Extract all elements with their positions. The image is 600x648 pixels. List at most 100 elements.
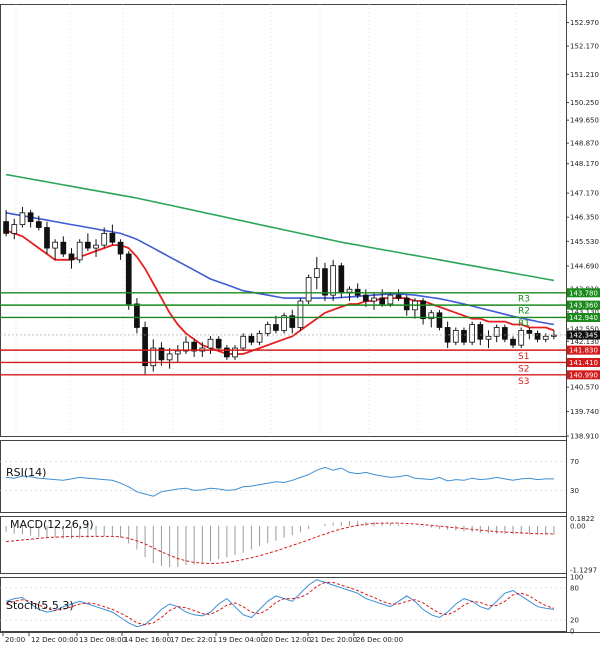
candle-body [551, 334, 557, 337]
x-tick-label: 13 Dec 08:00 [79, 636, 126, 644]
candle-body [518, 330, 525, 346]
y-tick-label: 150.250 [570, 99, 599, 107]
candle-body [158, 347, 165, 361]
level-price-label: 141.830 [569, 347, 598, 355]
candle-body [313, 268, 320, 278]
rsi-panel-frame [0, 440, 567, 513]
macd-signal-line [6, 522, 554, 565]
candle-body [256, 332, 263, 343]
stoch-label: Stoch(5,5,3) [6, 599, 74, 612]
candle-body [93, 244, 99, 249]
candle-body [420, 300, 426, 320]
candle-body [109, 232, 116, 243]
candle-body [322, 268, 328, 296]
candle-body [281, 315, 287, 331]
stoch-k-line [5, 579, 554, 628]
rsi-tick-label: 30 [570, 487, 579, 495]
current-price-label: 142.345 [569, 331, 598, 339]
macd-label: MACD(12,26,9) [10, 518, 94, 531]
level-price-box [567, 288, 600, 298]
candle-body [501, 327, 508, 340]
y-tick-label: 152.970 [570, 19, 599, 27]
y-tick-label: 144.690 [570, 263, 599, 271]
candle-body [305, 277, 312, 302]
level-name-label: R2 [518, 307, 530, 317]
candle-body [166, 353, 173, 361]
candle-body [19, 212, 26, 225]
x-tick-label: 20 Dec 12:00 [264, 636, 311, 644]
level-name-label: S3 [518, 377, 529, 387]
candle-body [134, 303, 140, 328]
candle-body [493, 327, 500, 337]
candle-body [297, 300, 304, 328]
candle-body [11, 224, 18, 234]
candle-body [117, 241, 124, 255]
candle-body [330, 265, 337, 296]
candle-body [379, 297, 386, 305]
rsi-tick-label: 70 [570, 458, 579, 466]
macd-tick-label: 0.00 [570, 522, 586, 530]
level-price-label: 143.360 [569, 302, 598, 310]
level-name-label: S1 [518, 352, 529, 362]
candle-body [232, 347, 238, 358]
candle-body [52, 241, 59, 249]
level-name-label: S2 [518, 364, 529, 374]
candle-body [534, 332, 541, 340]
candle-body [191, 341, 198, 352]
x-tick-label: 14 Dec 16:00 [124, 636, 171, 644]
stoch-tick-label: 80 [570, 584, 579, 592]
y-tick-label: 148.170 [570, 160, 599, 168]
moving-average-mid [5, 212, 555, 326]
level-price-box [567, 370, 600, 380]
moving-average-slow [5, 173, 555, 282]
stoch-tick-label: 100 [570, 574, 583, 582]
level-price-box [567, 345, 600, 355]
candle-body [264, 324, 271, 334]
candle-body [387, 294, 394, 305]
y-tick-label: 146.350 [570, 214, 599, 222]
candle-body [362, 294, 369, 302]
level-price-box [567, 312, 600, 322]
candle-body [485, 335, 492, 340]
y-tick-label: 140.570 [570, 384, 599, 392]
macd-tick-label: -1.1297 [570, 567, 597, 575]
y-tick-label: 152.170 [570, 43, 599, 51]
candle-body [35, 221, 42, 228]
candle-body [461, 330, 467, 343]
stoch-tick-label: 0 [570, 628, 574, 636]
main-panel-frame [0, 4, 567, 437]
y-tick-label: 145.530 [570, 238, 599, 246]
x-tick-label: 12 Dec 00:00 [31, 636, 78, 644]
rsi-label: RSI(14) [6, 466, 46, 479]
rsi-line [6, 466, 554, 497]
x-tick-label: 17 Dec 22:01 [170, 636, 217, 644]
y-tick-label: 142.130 [570, 338, 599, 346]
candle-body [223, 347, 230, 358]
candle-body [289, 315, 296, 328]
candle-body [240, 335, 247, 349]
level-price-label: 143.780 [569, 289, 598, 297]
candle-body [142, 327, 148, 367]
level-price-label: 141.410 [569, 359, 598, 367]
level-price-label: 142.940 [569, 314, 598, 322]
candle-body [101, 232, 108, 246]
y-tick-label: 149.650 [570, 117, 599, 125]
level-price-box [567, 357, 600, 367]
candle-body [60, 241, 67, 255]
candle-body [3, 221, 9, 234]
y-tick-label: 151.210 [570, 71, 599, 79]
x-tick-label: 19 Dec 04:00 [218, 636, 265, 644]
candle-body [395, 294, 402, 299]
stoch-panel-frame [0, 577, 567, 632]
x-tick-label: 26 Dec 00:00 [356, 636, 403, 644]
y-tick-label: 142.550 [570, 325, 599, 333]
candle-body [68, 253, 75, 261]
macd-tick-label: 0.1822 [570, 515, 595, 523]
candle-body [27, 212, 34, 223]
candle-body [207, 338, 214, 349]
x-tick-label: 20:00 [5, 636, 25, 644]
candle-body [428, 312, 435, 320]
candle-body [215, 338, 222, 349]
level-price-box [567, 300, 600, 310]
